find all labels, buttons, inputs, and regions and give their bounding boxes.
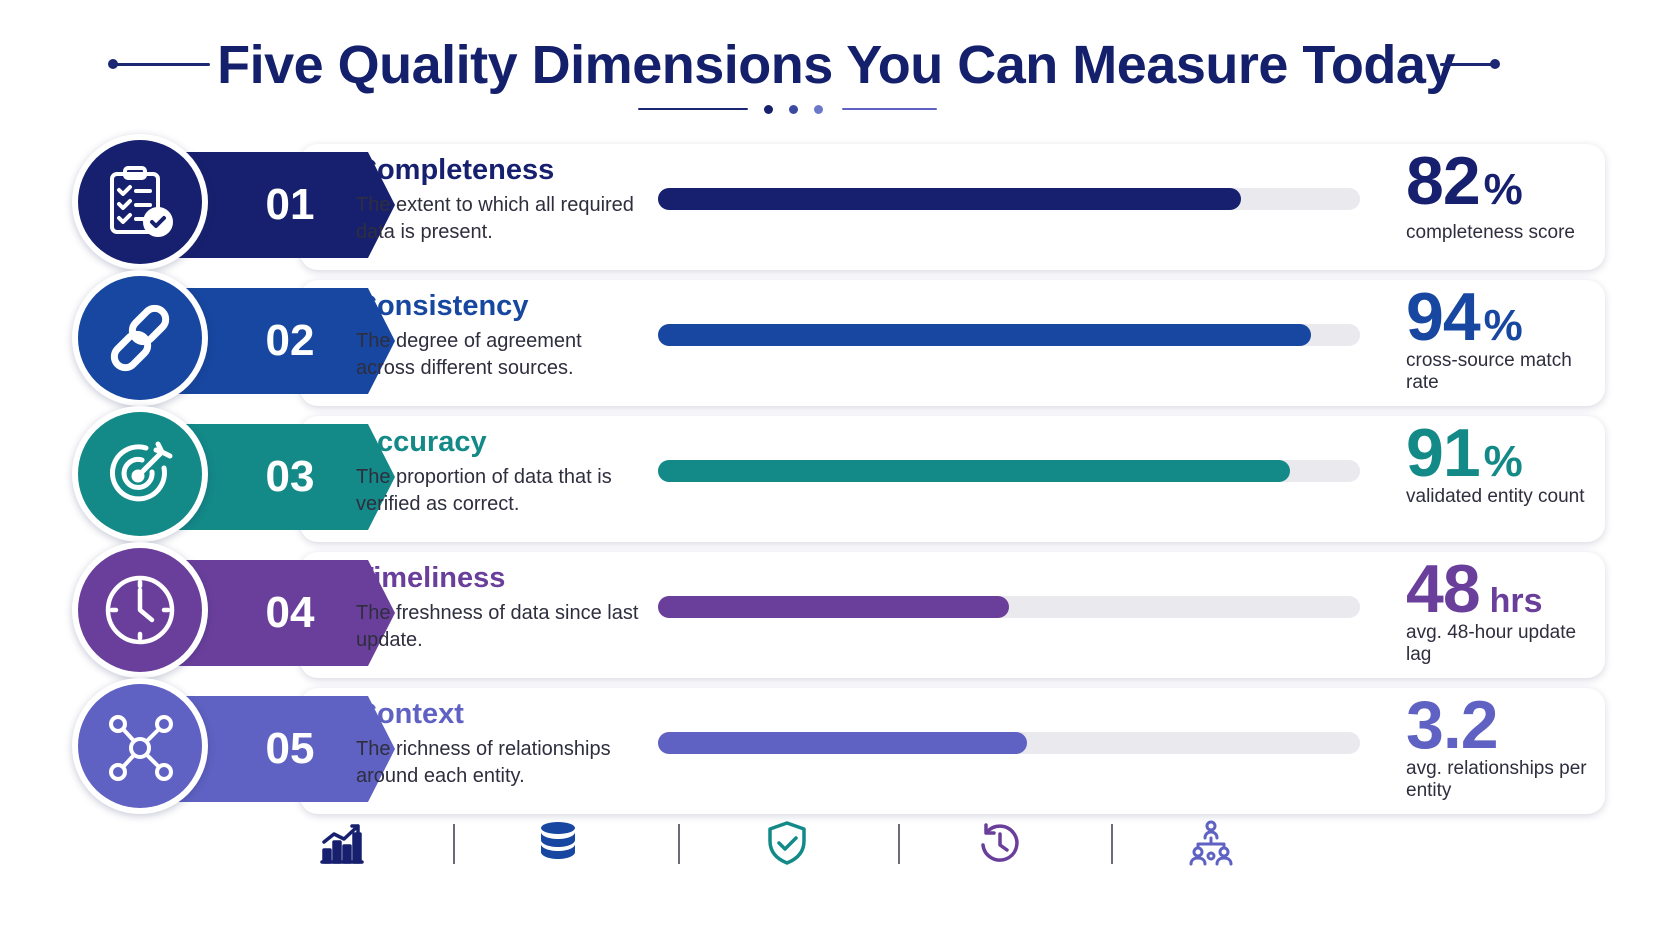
footer-separator [678, 824, 680, 864]
dimension-description: The proportion of data that is verified … [356, 466, 612, 515]
subtitle-right-line [842, 108, 937, 110]
subtitle-dot-3 [814, 105, 823, 114]
footer-icon-bar [0, 818, 1672, 878]
org-hierarchy-icon [1186, 818, 1236, 868]
dimension-number: 04 [265, 588, 315, 637]
dimension-number: 02 [265, 316, 315, 365]
dimension-description: The extent to which all required data is… [356, 194, 634, 243]
dimension-row-timeliness: 04 Timeliness The freshness of data sinc… [70, 542, 1605, 678]
dimension-number: 05 [265, 724, 315, 773]
subtitle-dot-2 [789, 105, 798, 114]
clock-icon [105, 575, 175, 645]
network-nodes-icon [109, 715, 173, 781]
progress-fill [658, 732, 1027, 754]
title-left-line [115, 63, 210, 66]
database-icon [533, 818, 583, 868]
header: Five Quality Dimensions You Can Measure … [0, 30, 1672, 130]
metric-value: 94 [1406, 279, 1481, 355]
dimension-number: 03 [265, 452, 315, 501]
metric-value: 3.2 [1406, 687, 1499, 763]
dimension-description: The richness of relationships around eac… [356, 738, 611, 787]
icon-badge [72, 678, 208, 814]
metric-label: completeness score [1406, 222, 1575, 243]
progress-fill [658, 188, 1241, 210]
progress-track [658, 188, 1360, 210]
dimension-description: The freshness of data since last update. [356, 602, 639, 651]
dimension-description: The degree of agreement across different… [356, 330, 582, 379]
dimension-row-accuracy: 03 Accuracy The proportion of data that … [70, 406, 1605, 542]
metric: 94% [1406, 282, 1523, 371]
title-left-dot [108, 59, 118, 69]
progress-fill [658, 460, 1290, 482]
metric-value: 82 [1406, 143, 1481, 219]
metric-value: 91 [1406, 415, 1481, 491]
subtitle-left-line [638, 108, 748, 110]
progress-track [658, 596, 1360, 618]
progress-track [658, 324, 1360, 346]
dimension-name: Context [356, 698, 464, 730]
subtitle-dot-1 [764, 105, 773, 114]
metric-unit: hrs [1489, 582, 1543, 620]
history-clock-icon [974, 818, 1024, 868]
metric-value: 48 [1406, 551, 1481, 627]
icon-badge [72, 542, 208, 678]
metric-label: avg. relationships per entity [1406, 758, 1587, 801]
chain-link-icon [110, 304, 170, 372]
metric: 3.2 [1406, 690, 1502, 779]
progress-fill [658, 324, 1311, 346]
metric: 82% [1406, 146, 1523, 235]
footer-separator [453, 824, 455, 864]
dimension-name: Completeness [356, 154, 555, 186]
dimension-row-consistency: 02 Consistency The degree of agreement a… [70, 270, 1605, 406]
dimension-name: Accuracy [356, 426, 487, 458]
title-right-dot [1490, 59, 1500, 69]
metric-unit: % [1483, 301, 1523, 350]
progress-track [658, 460, 1360, 482]
dimension-number: 01 [265, 180, 315, 229]
footer-separator [898, 824, 900, 864]
footer-separator [1111, 824, 1113, 864]
clipboard-check-icon [110, 166, 173, 237]
metric-label: cross-source match rate [1406, 350, 1572, 393]
shield-check-icon [762, 818, 812, 868]
metric: 48 hrs [1406, 554, 1543, 643]
dimension-name: Consistency [356, 290, 529, 322]
progress-track [658, 732, 1360, 754]
bar-chart-growth-icon [316, 818, 366, 868]
icon-badge [72, 134, 208, 270]
dimension-row-completeness: 01 Completeness The extent to which all … [70, 134, 1605, 270]
metric: 91% [1406, 418, 1523, 507]
progress-fill [658, 596, 1009, 618]
metric-unit: % [1483, 437, 1523, 486]
title-right-line [1440, 63, 1495, 66]
metric-label: avg. 48-hour update lag [1406, 622, 1577, 665]
icon-badge [72, 270, 208, 406]
icon-badge [72, 406, 208, 542]
dimension-name: Timeliness [356, 562, 506, 594]
metric-label: validated entity count [1406, 486, 1585, 507]
page-title: Five Quality Dimensions You Can Measure … [217, 35, 1455, 95]
target-icon [110, 441, 173, 502]
dimension-row-context: 05 Context The richness of relationships… [70, 678, 1605, 814]
metric-unit: % [1483, 165, 1523, 214]
